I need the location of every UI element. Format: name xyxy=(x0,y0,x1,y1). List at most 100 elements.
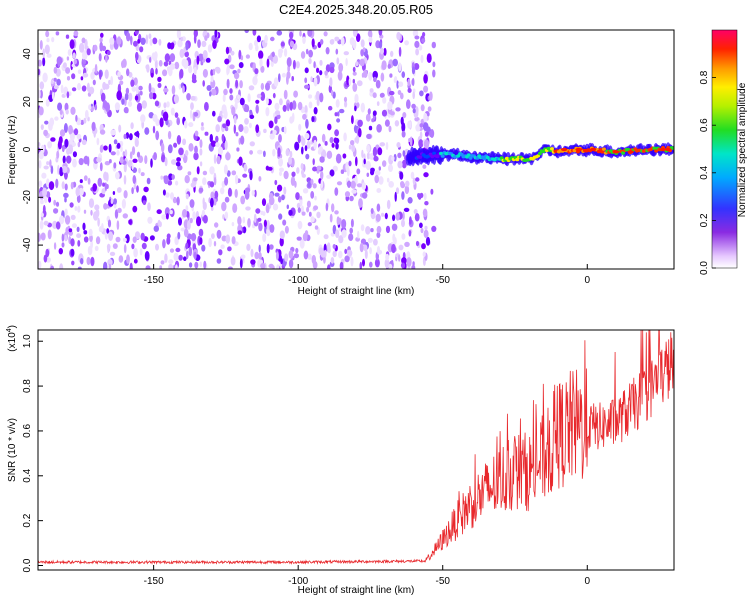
noise-speckle xyxy=(288,156,292,165)
noise-speckle xyxy=(95,208,100,218)
noise-speckle xyxy=(103,261,108,269)
noise-speckles xyxy=(38,30,437,269)
noise-speckle xyxy=(193,152,199,161)
noise-speckle xyxy=(401,233,406,240)
colorbar-gradient xyxy=(711,29,738,269)
noise-speckle xyxy=(147,216,153,224)
noise-speckle xyxy=(108,263,112,269)
noise-speckle xyxy=(311,116,315,123)
noise-speckle xyxy=(351,144,356,153)
noise-speckle xyxy=(319,156,325,163)
noise-speckle xyxy=(149,56,152,63)
noise-speckle xyxy=(88,198,95,209)
noise-speckle xyxy=(88,86,95,95)
noise-speckle xyxy=(234,188,238,198)
noise-speckle xyxy=(383,47,387,56)
noise-speckle xyxy=(45,30,50,38)
noise-speckle xyxy=(412,108,416,114)
noise-speckle xyxy=(399,171,404,180)
noise-speckle xyxy=(279,230,285,239)
noise-speckle xyxy=(308,101,313,109)
noise-speckle xyxy=(170,107,175,116)
noise-speckle xyxy=(80,119,85,125)
noise-speckle xyxy=(407,78,411,87)
noise-speckle xyxy=(365,160,371,171)
noise-speckle xyxy=(306,200,311,208)
noise-speckle xyxy=(267,166,273,171)
noise-speckle xyxy=(83,155,89,165)
noise-speckle xyxy=(182,138,187,146)
noise-speckle xyxy=(141,100,147,109)
top-x-label: Height of straight line (km) xyxy=(298,286,415,297)
noise-speckle xyxy=(182,209,187,218)
noise-speckle xyxy=(412,261,415,267)
noise-speckle xyxy=(71,142,76,147)
noise-speckle xyxy=(214,190,219,199)
noise-speckle xyxy=(376,232,381,238)
noise-speckle xyxy=(391,223,398,231)
noise-speckle xyxy=(293,90,298,98)
noise-speckle xyxy=(119,80,124,86)
noise-speckle xyxy=(214,30,218,38)
noise-speckle xyxy=(198,228,204,237)
noise-speckle xyxy=(87,245,93,256)
noise-speckle xyxy=(311,254,316,265)
noise-speckle xyxy=(405,180,410,187)
noise-speckle xyxy=(132,158,138,163)
noise-speckle xyxy=(157,82,162,88)
noise-speckle xyxy=(42,57,46,67)
noise-speckle xyxy=(369,88,374,93)
band-peak-4 xyxy=(627,150,634,154)
noise-speckle xyxy=(361,182,367,190)
noise-speckle xyxy=(235,174,239,185)
noise-speckle xyxy=(129,262,133,269)
noise-speckle xyxy=(159,117,164,128)
noise-speckle xyxy=(216,229,222,239)
noise-speckle xyxy=(393,153,397,162)
noise-speckle xyxy=(126,32,131,42)
noise-speckle xyxy=(133,77,138,86)
noise-speckle xyxy=(299,199,303,207)
noise-speckle xyxy=(294,141,300,151)
noise-speckle xyxy=(202,170,208,176)
noise-speckle xyxy=(231,106,236,116)
noise-speckle xyxy=(101,223,104,232)
noise-speckle xyxy=(39,81,45,90)
noise-speckle xyxy=(269,133,275,140)
noise-speckle xyxy=(308,211,312,217)
noise-speckle xyxy=(432,69,436,78)
noise-speckle xyxy=(163,61,169,67)
noise-speckle xyxy=(102,81,107,91)
noise-speckle xyxy=(199,237,203,245)
noise-speckle xyxy=(204,101,209,112)
noise-speckle xyxy=(166,66,171,72)
noise-speckle xyxy=(220,187,225,195)
noise-speckle xyxy=(77,82,81,91)
noise-speckle xyxy=(66,91,70,99)
noise-speckle xyxy=(121,60,125,69)
noise-speckle xyxy=(373,155,379,162)
noise-speckle xyxy=(126,254,130,264)
noise-speckle xyxy=(344,255,350,263)
noise-speckle xyxy=(136,102,143,112)
band-peak-6 xyxy=(665,147,672,152)
noise-speckle xyxy=(117,187,122,193)
noise-speckle xyxy=(279,171,282,177)
noise-speckle xyxy=(42,204,46,215)
noise-speckle xyxy=(398,62,402,72)
noise-speckle xyxy=(77,69,82,74)
noise-speckle xyxy=(225,119,231,127)
noise-speckle xyxy=(407,120,412,129)
noise-speckle xyxy=(431,41,436,49)
noise-speckle xyxy=(183,256,187,262)
noise-speckle xyxy=(295,247,299,254)
noise-speckle xyxy=(276,114,281,120)
noise-speckle xyxy=(233,115,237,124)
noise-speckle xyxy=(193,251,197,260)
noise-speckle xyxy=(81,37,86,44)
noise-speckle xyxy=(286,57,292,67)
noise-speckle xyxy=(260,263,266,269)
noise-speckle xyxy=(113,139,118,145)
noise-speckle xyxy=(349,37,355,46)
noise-speckle xyxy=(202,214,208,224)
